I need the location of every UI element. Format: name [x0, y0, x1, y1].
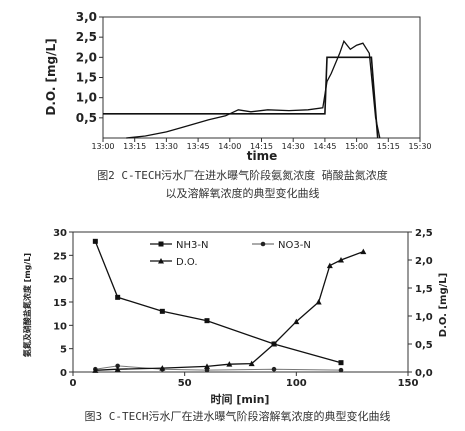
- figure-3: 30 25 20 15 10 5 0 2,5 2,0 1,5 1,0 0,5 0,0 0 50 100 15…: [0, 213, 465, 431]
- data-point-NH3-N: [204, 318, 210, 324]
- x-tick-label: 13:00: [91, 142, 114, 151]
- left-y-tick-label: 5: [60, 345, 67, 356]
- x-tick-label: 14:00: [218, 142, 241, 151]
- data-point-NH3-N: [338, 360, 344, 366]
- data-point-D.O.: [92, 367, 99, 373]
- x-tick-label: 14:15: [250, 142, 273, 151]
- data-point-NH3-N: [92, 238, 98, 244]
- x-axis-label: 时间 [min]: [211, 392, 270, 406]
- do-time-chart: 3,0 2,5 2,0 1,5 1,0 0,5 13:00 13:15 13:30 13:45 1…: [44, 10, 432, 163]
- data-point-D.O.: [159, 365, 166, 371]
- right-y-tick-label: 1,5: [415, 284, 433, 295]
- y-tick-label: 1,0: [76, 91, 97, 105]
- data-point-D.O.: [226, 361, 233, 367]
- x-tick-label: 15:00: [345, 142, 368, 151]
- right-y-tick-label: 0,5: [415, 340, 433, 351]
- legend-label: NO3-N: [278, 240, 311, 251]
- x-tick-label: 14:30: [282, 142, 305, 151]
- series-line-1: [103, 56, 379, 139]
- data-point-NO3-N: [271, 366, 277, 372]
- x-tick-label: 50: [178, 378, 192, 389]
- data-point-D.O.: [271, 341, 277, 347]
- data-point-D.O.: [293, 318, 300, 325]
- left-y-tick-label: 20: [53, 275, 67, 286]
- y-tick-label: 3,0: [76, 10, 97, 24]
- legend-label: D.O.: [176, 257, 198, 268]
- data-point-D.O.: [326, 262, 333, 269]
- x-tick-label: 15:30: [408, 142, 431, 151]
- data-point-NH3-N: [115, 294, 121, 300]
- y-axis-label: D.O. [mg/L]: [44, 38, 58, 115]
- series-line-2: [126, 39, 381, 139]
- series-line-D.O.: [95, 250, 364, 371]
- data-point-D.O.: [248, 360, 255, 367]
- right-y-tick-label: 2,5: [415, 228, 433, 239]
- right-y-tick-label: 0,0: [415, 368, 433, 379]
- legend-marker: [158, 241, 164, 247]
- y-tick-label: 1,5: [76, 71, 97, 85]
- figure-2-caption-line-2: 以及溶解氧浓度的典型变化曲线: [165, 187, 320, 200]
- legend-marker: [158, 258, 164, 264]
- x-tick-label: 13:45: [187, 142, 210, 151]
- y-tick-label: 0,5: [76, 111, 97, 125]
- series-line-NO3-N: [95, 365, 342, 371]
- left-y-tick-label: 15: [53, 298, 67, 309]
- data-point-D.O.: [338, 257, 344, 263]
- right-y-tick-label: 1,0: [415, 312, 433, 323]
- series-line-NH3-N: [94, 241, 342, 364]
- right-y-axis-label: D.O. [mg/L]: [438, 273, 449, 337]
- legend-label: NH3-N: [176, 240, 208, 251]
- x-tick-label: 150: [398, 378, 419, 389]
- x-tick-label: 15:15: [377, 142, 400, 151]
- plot-area: [102, 16, 421, 139]
- left-y-tick-label: 25: [53, 251, 67, 262]
- data-point-NO3-N: [338, 367, 344, 373]
- left-y-tick-label: 0: [60, 368, 67, 379]
- x-tick-label: 14:45: [313, 142, 336, 151]
- legend-marker: [260, 241, 266, 247]
- x-tick-label: 13:30: [155, 142, 178, 151]
- figure-2-caption-line-1: 图2 C-TECH污水厂在进水曝气阶段氨氮浓度 硝酸盐氮浓度: [97, 169, 388, 182]
- y-tick-label: 2,0: [76, 50, 97, 64]
- left-y-tick-label: 30: [53, 228, 67, 239]
- x-axis-label: time: [247, 149, 278, 163]
- figure-2: 3,0 2,5 2,0 1,5 1,0 0,5 13:00 13:15 13:30 13:45 1…: [0, 0, 465, 213]
- data-point-D.O.: [114, 366, 121, 372]
- data-point-D.O.: [204, 363, 210, 369]
- left-y-tick-label: 10: [53, 321, 67, 332]
- data-point-D.O.: [360, 248, 367, 255]
- data-point-NO3-N: [115, 363, 120, 369]
- x-tick-label: 0: [70, 378, 77, 389]
- y-tick-label: 2,5: [76, 30, 97, 44]
- left-y-axis-label: 氨氮及硝酸盐氮浓度 [mg/L]: [22, 253, 32, 357]
- data-point-NO3-N: [204, 367, 210, 373]
- x-tick-label: 13:15: [123, 142, 146, 151]
- data-point-D.O.: [315, 299, 322, 305]
- x-tick-label: 100: [286, 378, 307, 389]
- figure-3-caption: 图3 C-TECH污水厂在进水曝气阶段溶解氧浓度的典型变化曲线: [84, 410, 391, 423]
- data-point-NH3-N: [159, 308, 165, 314]
- right-y-tick-label: 2,0: [415, 256, 433, 267]
